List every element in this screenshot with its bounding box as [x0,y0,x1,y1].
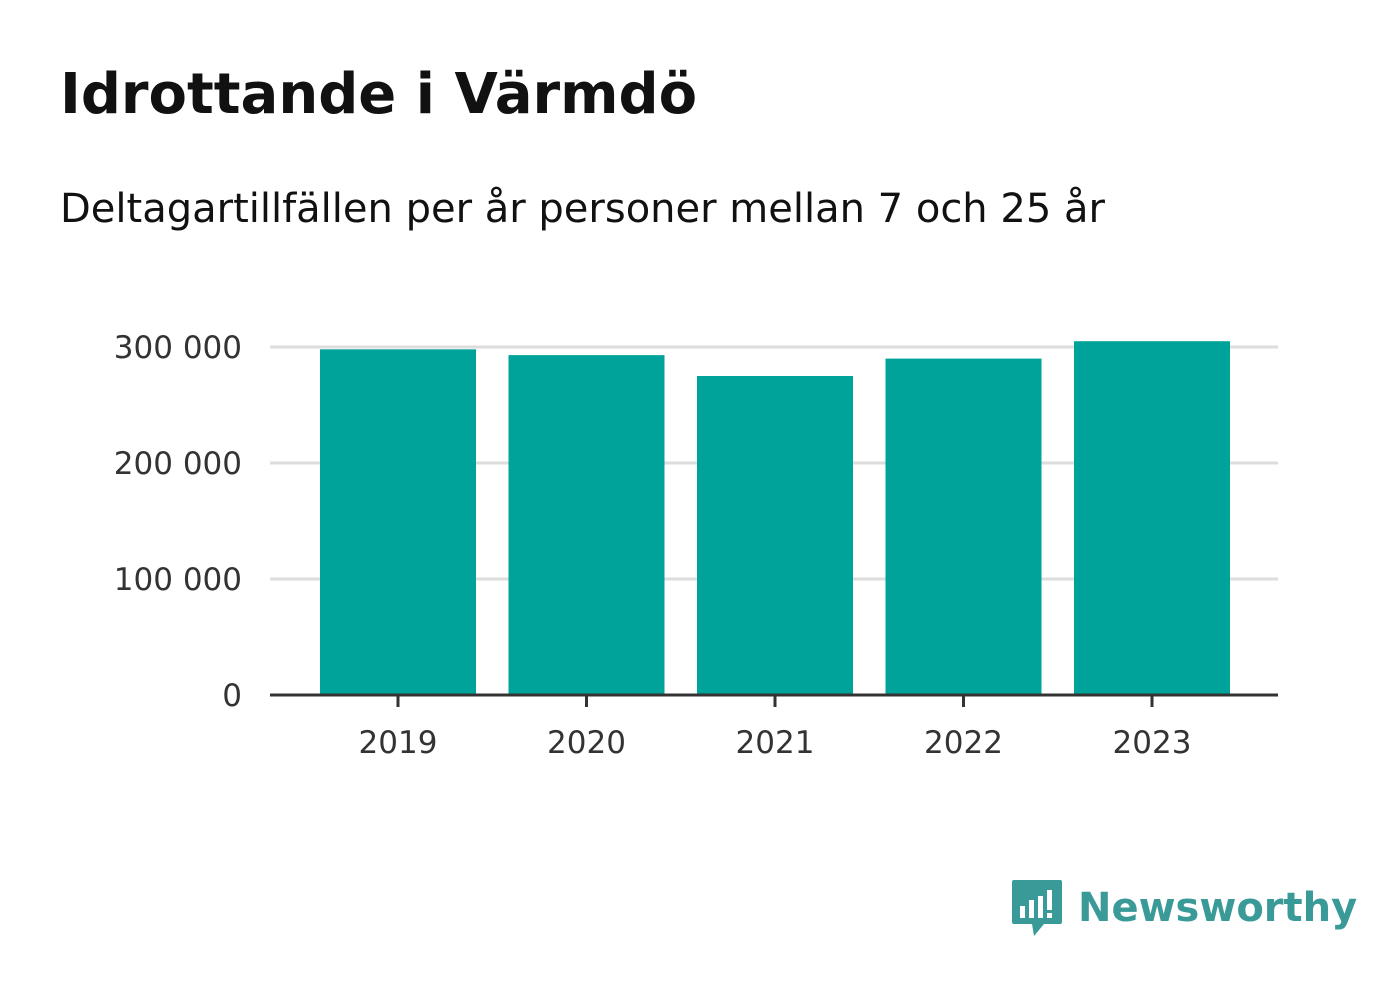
y-tick-label: 300 000 [114,330,242,366]
x-tick-label: 2023 [1113,725,1192,761]
y-tick-label: 200 000 [114,446,242,482]
brand-logo: Newsworthy [1010,878,1357,938]
bar [508,355,665,695]
x-tick-label: 2022 [924,725,1003,761]
bars [320,341,1230,695]
axes: 0 100 000 200 000 300 000 2019 2020 2021 2022 20… [114,330,1278,761]
bar [885,358,1042,695]
chart-title: Idrottande i Värmdö [60,62,698,127]
y-tick-label: 100 000 [114,562,242,598]
bar [697,376,853,695]
newsworthy-logo-icon [1012,880,1062,936]
x-tick-label: 2021 [736,725,815,761]
bar [1074,341,1230,695]
x-tick-label: 2020 [547,725,626,761]
chart-subtitle: Deltagartillfällen per år personer mella… [60,186,1105,232]
brand-name: Newsworthy [1078,885,1358,931]
bar [320,349,476,695]
y-tick-label: 0 [222,678,242,714]
x-tick-label: 2019 [359,725,438,761]
